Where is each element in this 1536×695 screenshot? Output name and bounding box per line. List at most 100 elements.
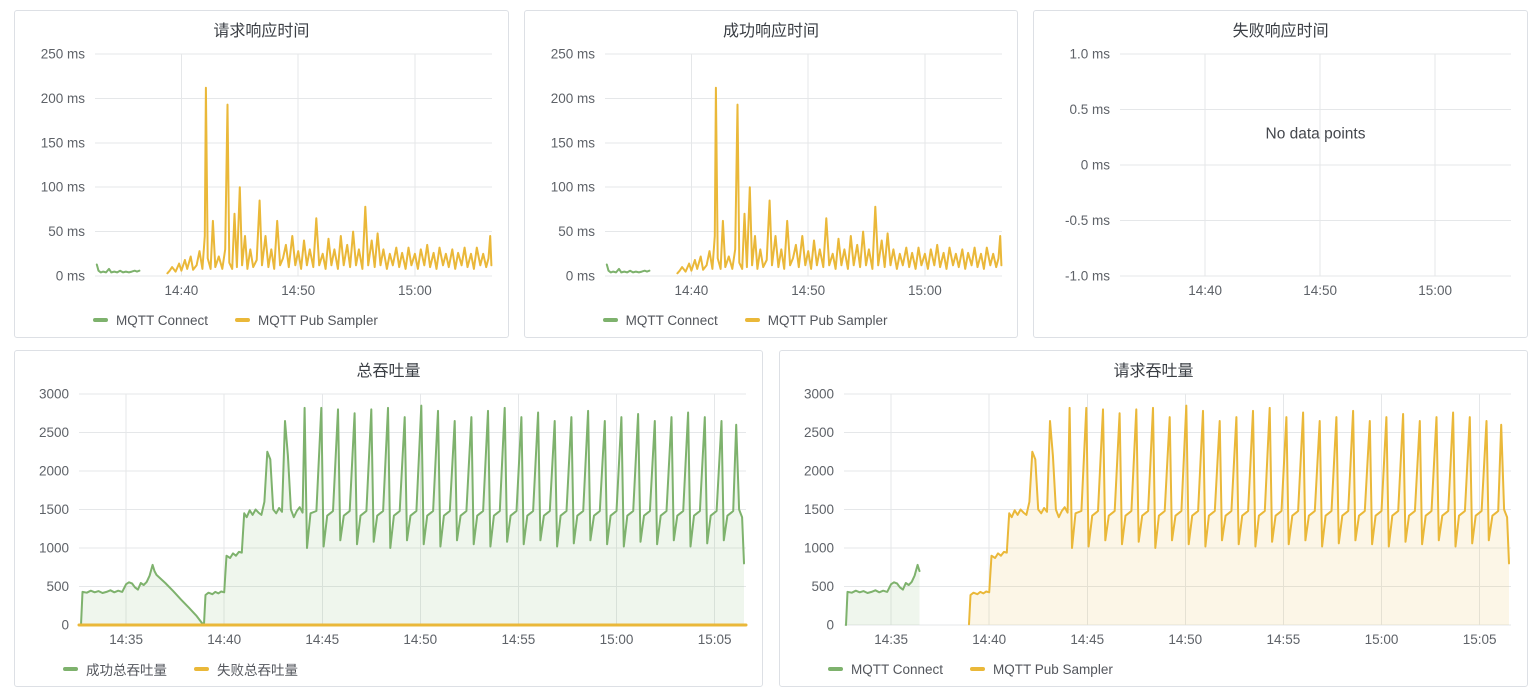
- x-tick-label: 14:35: [109, 632, 143, 647]
- y-tick-label: 200 ms: [41, 90, 86, 105]
- series-line: [95, 263, 141, 273]
- legend-item-request-response-time-1[interactable]: MQTT Pub Sampler: [235, 313, 378, 328]
- y-tick-label: 50 ms: [48, 224, 85, 239]
- y-tick-label: 3000: [39, 386, 69, 401]
- dashboard-row-top: 请求响应时间 0 ms 50 ms 100 ms 150 ms 200 ms 250 ms…: [14, 10, 1529, 338]
- x-tick-label: 15:00: [1419, 283, 1453, 298]
- panel-total-throughput: 总吞吐量 0 500 1000 1500 2000 2500 3000 14:35 14:40 1…: [14, 350, 763, 687]
- legend-item-request-throughput-1[interactable]: MQTT Pub Sampler: [970, 662, 1113, 677]
- y-tick-label: 1500: [804, 502, 834, 517]
- x-tick-label: 15:05: [1463, 632, 1497, 647]
- x-tick-label: 14:45: [1070, 632, 1104, 647]
- legend-swatch: [63, 667, 78, 671]
- legend-item-request-throughput-0[interactable]: MQTT Connect: [828, 662, 943, 677]
- x-tick-label: 14:50: [1304, 283, 1338, 298]
- chart-failure-response-time: -1.0 ms -0.5 ms 0 ms 0.5 ms 1.0 ms 14:40 14:50…: [1034, 45, 1527, 337]
- series-line: [968, 404, 1510, 625]
- y-tick-label: 1500: [39, 502, 69, 517]
- legend-swatch: [970, 667, 986, 671]
- legend-swatch: [828, 667, 843, 671]
- no-data-text: No data points: [1266, 125, 1366, 142]
- y-tick-label: -1.0 ms: [1065, 268, 1110, 283]
- y-tick-label: 500: [46, 579, 69, 594]
- dashboard-row-bottom: 总吞吐量 0 500 1000 1500 2000 2500 3000 14:35 14:40 1…: [14, 350, 1528, 687]
- legend-request-response-time: MQTT Connect MQTT Pub Sampler: [15, 303, 508, 337]
- y-tick-label: 100 ms: [550, 179, 595, 194]
- chart-success-response-time: 0 ms 50 ms 100 ms 150 ms 200 ms 250 ms 14:40 14…: [525, 45, 1018, 303]
- x-tick-label: 15:00: [1365, 632, 1399, 647]
- legend-label: MQTT Pub Sampler: [258, 312, 378, 328]
- chart-request-throughput: 0 500 1000 1500 2000 2500 3000 14:35 14:40 14:45 1…: [780, 385, 1527, 652]
- panel-title-failure-response-time[interactable]: 失败响应时间: [1232, 23, 1329, 40]
- legend-item-request-response-time-0[interactable]: MQTT Connect: [93, 313, 208, 328]
- chart-svg-failure-response-time: -1.0 ms -0.5 ms 0 ms 0.5 ms 1.0 ms 14:40 14:50…: [1065, 46, 1512, 298]
- y-tick-label: 200 ms: [550, 90, 595, 105]
- x-tick-label: 15:05: [698, 632, 732, 647]
- legend-item-success-response-time-0[interactable]: MQTT Connect: [602, 313, 718, 328]
- y-tick-label: 3000: [804, 386, 834, 401]
- panel-request-throughput: 请求吞吐量 0 500 1000 1500 2000 2500 3000 14:35 14:40…: [779, 350, 1528, 687]
- legend-swatch: [744, 318, 760, 322]
- legend-swatch: [235, 318, 251, 322]
- x-tick-label: 14:40: [207, 632, 241, 647]
- y-tick-label: 1000: [39, 540, 69, 555]
- y-tick-label: 150 ms: [41, 135, 86, 150]
- x-tick-label: 15:00: [398, 283, 432, 298]
- y-tick-label: 0 ms: [1081, 157, 1111, 172]
- x-tick-label: 14:50: [403, 632, 437, 647]
- y-tick-label: 2500: [804, 425, 834, 440]
- y-tick-label: 1.0 ms: [1070, 46, 1111, 61]
- chart-total-throughput: 0 500 1000 1500 2000 2500 3000 14:35 14:40 14:45 1…: [15, 385, 762, 652]
- panel-failure-response-time: 失败响应时间 -1.0 ms -0.5 ms 0 ms 0.5 ms 1.0 ms 14:…: [1033, 10, 1529, 338]
- series-line: [676, 86, 1003, 274]
- x-tick-label: 14:50: [281, 283, 315, 298]
- y-tick-label: 100 ms: [41, 179, 86, 194]
- panel-request-response-time: 请求响应时间 0 ms 50 ms 100 ms 150 ms 200 ms 250 ms…: [14, 10, 509, 338]
- y-tick-label: -0.5 ms: [1065, 213, 1110, 228]
- chart-svg-request-throughput: 0 500 1000 1500 2000 2500 3000 14:35 14:40 14:45 1…: [804, 386, 1511, 647]
- x-tick-label: 14:55: [502, 632, 536, 647]
- legend-label: MQTT Pub Sampler: [993, 661, 1113, 677]
- x-tick-label: 15:00: [908, 283, 942, 298]
- y-tick-label: 2000: [804, 463, 834, 478]
- series-fill: [969, 405, 1509, 625]
- legend-label: MQTT Connect: [851, 661, 944, 677]
- y-tick-label: 500: [811, 579, 834, 594]
- x-tick-label: 14:45: [305, 632, 339, 647]
- legend-success-response-time: MQTT Connect MQTT Pub Sampler: [525, 303, 1018, 337]
- y-tick-label: 250 ms: [41, 46, 86, 61]
- legend-item-success-response-time-1[interactable]: MQTT Pub Sampler: [744, 313, 888, 328]
- y-tick-label: 2000: [39, 463, 69, 478]
- y-tick-label: 0: [826, 617, 834, 632]
- legend-swatch: [93, 318, 108, 322]
- panel-title-success-response-time[interactable]: 成功响应时间: [723, 23, 820, 40]
- panel-title-total-throughput[interactable]: 总吞吐量: [356, 363, 421, 380]
- y-tick-label: 150 ms: [550, 135, 595, 150]
- x-tick-label: 14:50: [791, 283, 825, 298]
- legend-total-throughput: 成功总吞吐量 失败总吞吐量: [15, 652, 762, 686]
- y-tick-label: 50 ms: [558, 224, 595, 239]
- chart-svg-total-throughput: 0 500 1000 1500 2000 2500 3000 14:35 14:40 14:45 1…: [39, 386, 748, 647]
- series-line: [605, 263, 651, 273]
- x-tick-label: 14:40: [165, 283, 199, 298]
- legend-label: 成功总吞吐量: [86, 663, 167, 678]
- legend-item-total-throughput-1[interactable]: 失败总吞吐量: [194, 659, 298, 679]
- series-line: [166, 86, 493, 274]
- legend-label: 失败总吞吐量: [217, 663, 298, 678]
- x-tick-label: 14:40: [1189, 283, 1223, 298]
- legend-request-throughput: MQTT Connect MQTT Pub Sampler: [780, 652, 1527, 686]
- x-tick-label: 14:40: [674, 283, 708, 298]
- y-tick-label: 2500: [39, 425, 69, 440]
- chart-svg-request-response-time: 0 ms 50 ms 100 ms 150 ms 200 ms 250 ms 14:40 14…: [41, 46, 493, 298]
- panel-title-request-throughput[interactable]: 请求吞吐量: [1113, 363, 1194, 380]
- x-tick-label: 15:00: [600, 632, 634, 647]
- chart-request-response-time: 0 ms 50 ms 100 ms 150 ms 200 ms 250 ms 14:40 14…: [15, 45, 508, 303]
- y-tick-label: 250 ms: [550, 46, 595, 61]
- series-fill: [846, 564, 920, 625]
- x-tick-label: 14:40: [972, 632, 1006, 647]
- legend-item-total-throughput-0[interactable]: 成功总吞吐量: [63, 659, 167, 679]
- series-line: [80, 404, 745, 626]
- chart-svg-success-response-time: 0 ms 50 ms 100 ms 150 ms 200 ms 250 ms 14:40 14…: [550, 46, 1003, 298]
- panel-title-request-response-time[interactable]: 请求响应时间: [213, 23, 310, 40]
